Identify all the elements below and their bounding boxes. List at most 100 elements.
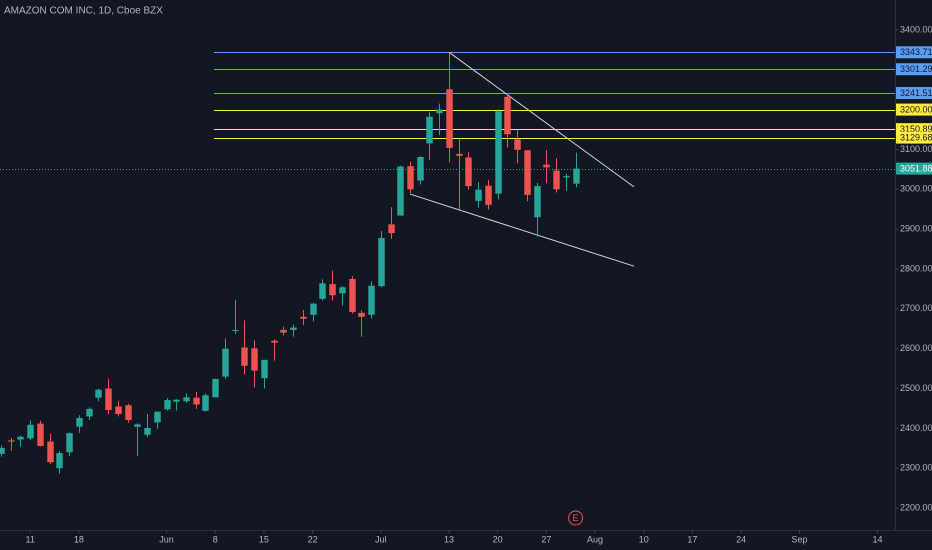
y-tick-label: 2600.00	[900, 343, 932, 353]
price-level-label: 3129.68	[900, 132, 932, 142]
price-level-label-bg	[896, 87, 932, 100]
price-level-label-bg	[896, 103, 932, 116]
candle-body	[183, 397, 190, 402]
y-tick-label: 3000.00	[900, 184, 932, 194]
price-level-label-bg	[896, 162, 932, 175]
candle-body	[261, 359, 268, 379]
candle-body	[456, 153, 463, 156]
candle-body	[105, 388, 112, 411]
candle-body	[397, 166, 404, 216]
candle-body	[495, 111, 502, 194]
candle-body	[329, 284, 336, 296]
candle-body	[543, 164, 550, 168]
x-tick-label: Aug	[587, 534, 603, 544]
candle-body	[319, 283, 326, 299]
candle-body	[8, 440, 15, 442]
candle-body	[426, 116, 433, 144]
candle-body	[349, 278, 356, 313]
candle-body	[241, 347, 248, 366]
price-level-label: 3150.89	[900, 124, 932, 134]
candle-body	[144, 427, 151, 435]
candle-body	[407, 166, 414, 190]
y-tick-label: 2500.00	[900, 383, 932, 393]
candle-body	[534, 186, 541, 218]
candle-body	[173, 399, 180, 402]
candle-body	[563, 176, 570, 178]
price-level-label: 3241.51	[900, 88, 932, 98]
x-tick-label: 10	[639, 534, 649, 544]
candle-body	[573, 168, 580, 184]
price-level-label: 3051.88	[900, 163, 932, 173]
candle-body	[485, 185, 492, 205]
y-tick-label: 2900.00	[900, 224, 932, 234]
candle-body	[280, 329, 287, 333]
candle-body	[232, 329, 239, 331]
x-tick-label: 27	[541, 534, 551, 544]
candle-body	[290, 327, 297, 330]
candle-body	[154, 411, 161, 423]
candle-body	[56, 453, 63, 469]
x-tick-label: 8	[213, 534, 218, 544]
candle-body	[504, 96, 511, 135]
candle-body	[115, 406, 122, 415]
y-tick-label: 2400.00	[900, 423, 932, 433]
price-level-label-bg	[896, 131, 932, 144]
candle-body	[125, 405, 132, 421]
x-tick-label: Jul	[375, 534, 387, 544]
candle-body	[465, 157, 472, 187]
candle-body	[37, 423, 44, 446]
x-tick-label: 17	[687, 534, 697, 544]
event-label: E	[573, 513, 579, 523]
y-tick-label: 2700.00	[900, 303, 932, 313]
y-tick-label: 3100.00	[900, 144, 932, 154]
price-level-label: 3301.29	[900, 64, 932, 74]
y-tick-label: 2200.00	[900, 502, 932, 512]
candle-body	[95, 389, 102, 398]
candle-body	[17, 436, 24, 440]
candle-body	[251, 348, 258, 371]
y-tick-label: 2300.00	[900, 463, 932, 473]
price-level-label: 3200.00	[900, 104, 932, 114]
trendline	[409, 193, 635, 267]
candle-body	[514, 139, 521, 150]
price-level-label-bg	[896, 63, 932, 76]
candle-body	[271, 340, 278, 343]
x-tick-label: Sep	[792, 534, 808, 544]
candle-body	[300, 316, 307, 319]
candle-body	[202, 395, 209, 411]
price-level-label-bg	[896, 46, 932, 59]
candle-body	[446, 89, 453, 148]
candle-body	[339, 287, 346, 294]
candle-body	[310, 303, 317, 315]
candle-body	[0, 447, 5, 454]
candle-body	[212, 378, 219, 398]
x-tick-label: 11	[26, 534, 35, 544]
x-tick-label: Jun	[159, 534, 174, 544]
y-tick-label: 2800.00	[900, 263, 932, 273]
price-level-label: 3343.71	[900, 47, 932, 57]
x-tick-label: 13	[444, 534, 454, 544]
candle-body	[76, 418, 83, 427]
candle-body	[86, 408, 93, 417]
candle-body	[164, 400, 171, 410]
candle-body	[222, 348, 229, 377]
x-tick-label: 18	[74, 534, 84, 544]
event-marker	[568, 510, 584, 526]
candle-body	[436, 109, 443, 114]
candle-body	[358, 312, 365, 317]
candle-body	[417, 157, 424, 181]
candle-body	[368, 285, 375, 315]
chart-title: AMAZON COM INC, 1D, Cboe BZX	[4, 6, 163, 17]
trendline	[448, 51, 635, 188]
candle-body	[47, 441, 54, 463]
candle-body	[378, 237, 385, 287]
candle-body	[27, 424, 34, 439]
candle-body	[524, 150, 531, 195]
candle-body	[66, 433, 73, 453]
candle-body	[553, 170, 560, 190]
candle-body	[134, 424, 141, 427]
x-tick-label: 15	[259, 534, 269, 544]
candle-body	[388, 224, 395, 234]
